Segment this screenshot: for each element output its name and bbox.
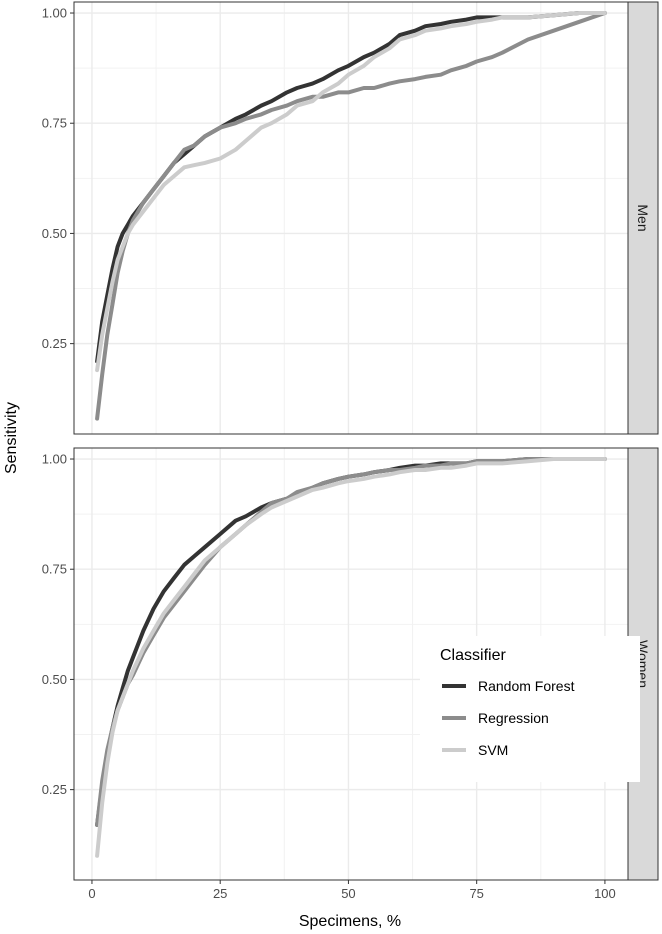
x-tick-label: 50 (341, 886, 355, 901)
strip-background (627, 1, 659, 435)
x-tick-label: 100 (594, 886, 616, 901)
x-tick-label: 0 (88, 886, 95, 901)
x-axis-title: Specimens, % (299, 913, 401, 930)
strip-label: Men (635, 204, 651, 231)
y-axis-ticks: 0.25 0.50 0.75 1.00 (42, 6, 74, 351)
y-tick-label: 0.25 (42, 782, 67, 797)
legend-label-random-forest: Random Forest (478, 678, 575, 694)
x-tick-label: 75 (469, 886, 483, 901)
y-tick-label: 0.25 (42, 336, 67, 351)
y-tick-label: 1.00 (42, 452, 67, 467)
series-line-random-forest (95, 11, 607, 364)
facet-panel-men: Men 0.25 0.50 0.75 1.00 (42, 1, 659, 435)
series-lines (95, 11, 607, 421)
major-gridlines (74, 2, 628, 434)
minor-gridlines (74, 2, 628, 434)
legend-background (420, 636, 640, 782)
y-axis-ticks: 0.25 0.50 0.75 1.00 (42, 452, 74, 797)
series-line-svm (95, 11, 607, 373)
legend-title: Classifier (440, 647, 506, 664)
legend-label-regression: Regression (478, 710, 549, 726)
series-line-svm (95, 457, 607, 858)
y-tick-label: 0.75 (42, 116, 67, 131)
legend-label-svm: SVM (478, 742, 508, 758)
y-tick-label: 0.50 (42, 672, 67, 687)
y-tick-label: 0.75 (42, 562, 67, 577)
y-tick-label: 1.00 (42, 6, 67, 21)
y-tick-label: 0.50 (42, 226, 67, 241)
legend: Classifier Random Forest Regression SVM (420, 636, 640, 782)
facet-strip-men: Men (627, 1, 659, 435)
legend-entries: Random Forest Regression SVM (442, 678, 575, 758)
series-lines (95, 457, 607, 858)
series-line-regression (95, 11, 607, 421)
x-axis-ticks: 0 25 50 75 100 (88, 880, 616, 901)
y-axis-title: Sensitivity (3, 402, 20, 474)
x-tick-label: 25 (213, 886, 227, 901)
